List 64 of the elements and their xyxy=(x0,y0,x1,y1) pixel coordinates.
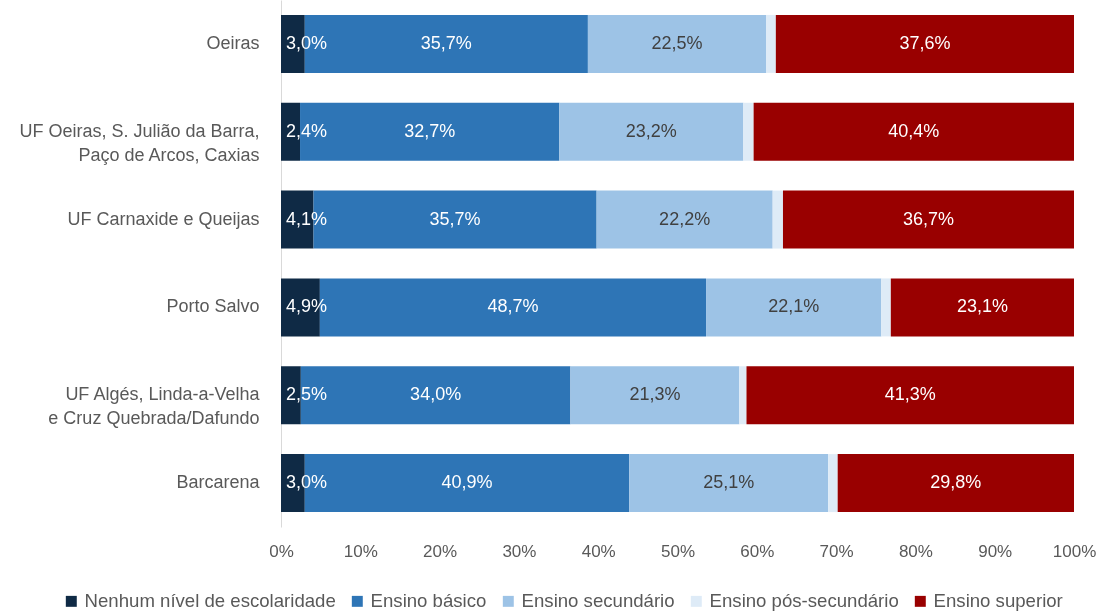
legend-label: Ensino secundário xyxy=(521,590,675,612)
bar xyxy=(587,14,767,73)
data-label: 2,4% xyxy=(286,120,328,141)
data-label: 32,7% xyxy=(404,120,456,141)
bar xyxy=(828,454,838,513)
x-tick-label: 10% xyxy=(343,541,378,561)
data-label: 35,7% xyxy=(429,208,481,229)
bar xyxy=(837,454,1074,513)
data-label: 34,0% xyxy=(410,384,462,405)
bar xyxy=(629,454,829,513)
x-tick-label: 20% xyxy=(423,541,458,561)
data-label: 22,1% xyxy=(768,296,820,317)
x-tick-label: 0% xyxy=(269,541,294,561)
bar xyxy=(596,190,773,249)
data-label: 48,7% xyxy=(487,296,539,317)
bar xyxy=(743,102,754,161)
data-label: 22,2% xyxy=(659,208,711,229)
bar xyxy=(746,366,1074,425)
bar xyxy=(706,278,882,337)
data-label: 3,0% xyxy=(286,32,328,53)
x-tick-label: 50% xyxy=(660,541,696,561)
bar xyxy=(766,14,776,73)
legend-label: Ensino pós-secundário xyxy=(709,590,899,612)
legend-label: Ensino básico xyxy=(370,590,487,612)
x-tick-label: 30% xyxy=(502,541,537,561)
data-label: 4,1% xyxy=(286,208,328,229)
x-tick-label: 100% xyxy=(1052,541,1097,561)
bar xyxy=(782,190,1074,249)
legend-label: Nenhum nível de escolaridade xyxy=(84,590,336,612)
x-tick-label: 40% xyxy=(581,541,616,561)
x-tick-label: 90% xyxy=(978,541,1013,561)
data-label: 25,1% xyxy=(703,472,755,493)
data-label: 4,9% xyxy=(286,296,328,317)
data-label: 21,3% xyxy=(629,384,681,405)
data-label: 23,2% xyxy=(625,120,677,141)
y-tick-label: UF Carnaxide e Queijas xyxy=(67,208,260,229)
bar xyxy=(775,14,1074,73)
bar xyxy=(881,278,891,337)
data-label: 35,7% xyxy=(420,32,472,53)
legend-label: Ensino superior xyxy=(933,590,1063,612)
data-label: 40,4% xyxy=(888,120,940,141)
data-label: 23,1% xyxy=(956,296,1008,317)
data-label: 29,8% xyxy=(930,472,982,493)
bar xyxy=(559,102,744,161)
bar xyxy=(753,102,1074,161)
x-tick-label: 70% xyxy=(819,541,854,561)
data-label: 37,6% xyxy=(899,32,951,53)
data-label: 40,9% xyxy=(441,472,493,493)
bar xyxy=(772,190,783,249)
y-tick-label: UF Oeiras, S. Julião da Barra, Paço de Arcos, Caxias xyxy=(19,120,260,165)
y-tick-label: Barcarena xyxy=(176,472,261,493)
bar xyxy=(739,366,747,425)
data-label: 3,0% xyxy=(286,472,328,493)
bar xyxy=(570,366,740,425)
y-tick-label: Oeiras xyxy=(206,32,260,53)
data-label: 41,3% xyxy=(884,384,936,405)
y-tick-label: Porto Salvo xyxy=(166,296,260,317)
bar xyxy=(890,278,1074,337)
data-label: 36,7% xyxy=(902,208,955,229)
x-tick-label: 60% xyxy=(740,541,775,561)
data-label: 2,5% xyxy=(286,384,328,405)
x-tick-label: 80% xyxy=(898,541,933,561)
data-label: 22,5% xyxy=(651,32,703,53)
y-tick-label: UF Algés, Linda-a-Velha e Cruz Quebrada/Dafundo xyxy=(48,384,261,429)
